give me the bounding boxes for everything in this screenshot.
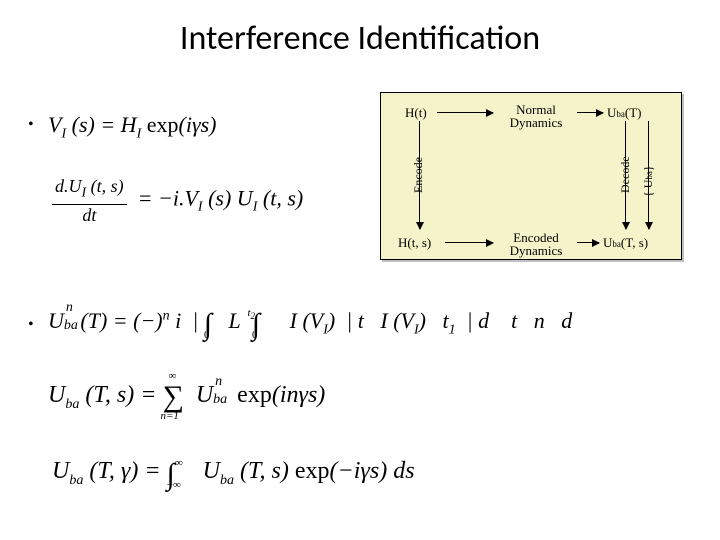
equation-uban: Uban (T) = (−)n i | ∫0 L ∫0t2 I (VI) | t… [48, 308, 658, 342]
node-normal-dynamics: NormalDynamics [497, 103, 575, 129]
equation-uba-int: Uba (T, γ) = ∫−∞∞ Uba (T, s) exp(−iγs) d… [52, 458, 415, 492]
label-uba-set: { Uba} [641, 165, 656, 197]
uba-set-open: { U [641, 180, 655, 197]
arrow-top-right [577, 112, 603, 113]
arrow-bot-right [577, 242, 599, 243]
node-normal-dynamics-label: NormalDynamics [510, 102, 563, 130]
label-decode: Decode [618, 156, 633, 193]
node-uba-ts: Uba(T, s) [603, 235, 648, 251]
page-title: Interference Identification [0, 18, 720, 59]
node-encoded-dynamics-label: EncodedDynamics [510, 230, 563, 258]
node-h-ts: H(t, s) [398, 235, 431, 251]
arrow-top-left [437, 112, 493, 113]
uba-t-arg: (T) [625, 105, 642, 120]
uba-ts-u: U [603, 235, 612, 250]
label-encode: Encode [411, 157, 426, 193]
dynamics-diagram: H(t) NormalDynamics Uba(T) H(t, s) Encod… [380, 92, 682, 260]
bullet-2: • [28, 316, 34, 334]
uba-set-sub: ba [644, 171, 654, 180]
bullet-1: • [28, 116, 34, 134]
uba-ts-sub: ba [612, 239, 621, 249]
uba-t-sub: ba [616, 109, 625, 119]
arrow-bot-left [445, 242, 493, 243]
uba-set-close: } [641, 165, 655, 171]
node-h-t: H(t) [405, 105, 427, 121]
equation-vi: VI (s) = HI exp(iγs) [48, 112, 217, 142]
node-encoded-dynamics: EncodedDynamics [497, 231, 575, 257]
equation-du: d.UI (t, s) dt = −i.VI (s) UI (t, s) [52, 176, 303, 225]
uba-ts-arg: (T, s) [621, 235, 648, 250]
node-uba-t: Uba(T) [607, 105, 642, 121]
equation-uba-sum: Uba (T, s) = ∑∞n=1 Uban exp(inγs) [48, 380, 325, 414]
uba-t-u: U [607, 105, 616, 120]
